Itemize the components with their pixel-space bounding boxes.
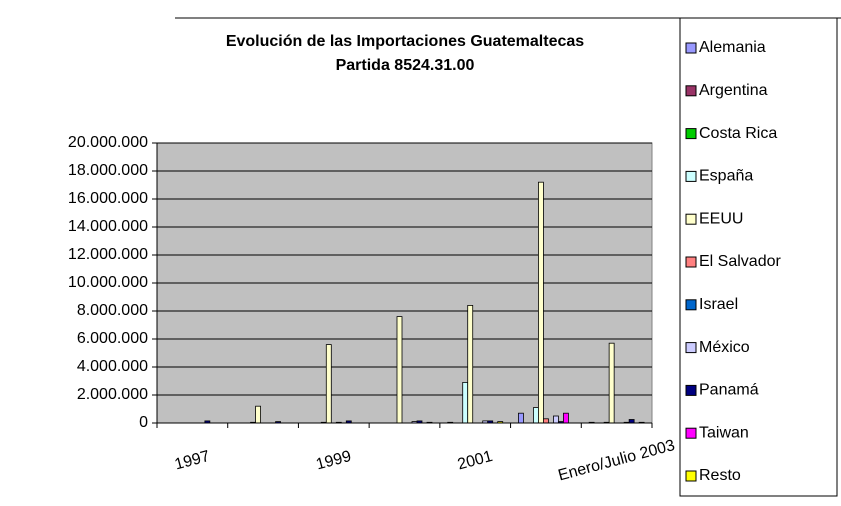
x-tick-label: Enero/Julio 2003	[556, 437, 676, 485]
legend-label: México	[699, 339, 750, 356]
y-tick-label: 14.000.000	[68, 218, 148, 235]
bar	[543, 418, 549, 424]
bar	[396, 316, 403, 424]
y-tick-label: 12.000.000	[68, 246, 148, 263]
x-tick-label: 2001	[456, 448, 495, 474]
bar	[538, 181, 544, 424]
legend-label: Resto	[699, 467, 741, 484]
legend-swatch	[685, 470, 697, 482]
legend-label: Costa Rica	[699, 125, 777, 142]
legend	[679, 17, 838, 497]
x-tick-label: 1997	[173, 448, 212, 474]
bar	[467, 304, 474, 424]
y-tick-label: 8.000.000	[77, 302, 148, 319]
bar	[325, 344, 332, 424]
legend-swatch	[685, 342, 697, 354]
legend-label: Argentina	[699, 82, 768, 99]
legend-swatch	[685, 128, 697, 140]
legend-swatch	[685, 299, 697, 311]
legend-label: Panamá	[699, 382, 759, 399]
bar	[462, 381, 469, 424]
y-tick-label: 20.000.000	[68, 134, 148, 151]
legend-swatch	[685, 384, 697, 396]
legend-label: Alemania	[699, 39, 766, 56]
x-tick-label: 1999	[314, 448, 353, 474]
legend-label: El Salvador	[699, 253, 781, 270]
y-tick-label: 16.000.000	[68, 190, 148, 207]
y-tick-label: 4.000.000	[77, 358, 148, 375]
bar	[628, 419, 635, 424]
bar	[533, 407, 539, 424]
legend-label: Taiwan	[699, 424, 749, 441]
bar	[553, 415, 559, 424]
legend-label: España	[699, 168, 753, 185]
legend-swatch	[685, 427, 697, 439]
chart-title: Evolución de las Importaciones Guatemalt…	[226, 33, 584, 50]
legend-label: EEUU	[699, 210, 743, 227]
bar	[563, 412, 569, 424]
bar	[518, 412, 524, 424]
legend-swatch	[685, 42, 697, 54]
legend-label: Israel	[699, 296, 738, 313]
legend-swatch	[685, 85, 697, 97]
y-tick-label: 2.000.000	[77, 386, 148, 403]
legend-swatch	[685, 213, 697, 225]
y-tick-label: 18.000.000	[68, 162, 148, 179]
legend-swatch	[685, 256, 697, 268]
y-tick-label: 0	[139, 414, 148, 431]
bar	[608, 342, 615, 424]
y-tick-label: 10.000.000	[68, 274, 148, 291]
bar	[255, 405, 261, 424]
legend-swatch	[685, 170, 697, 182]
chart-subtitle: Partida 8524.31.00	[336, 57, 475, 74]
y-tick-label: 6.000.000	[77, 330, 148, 347]
